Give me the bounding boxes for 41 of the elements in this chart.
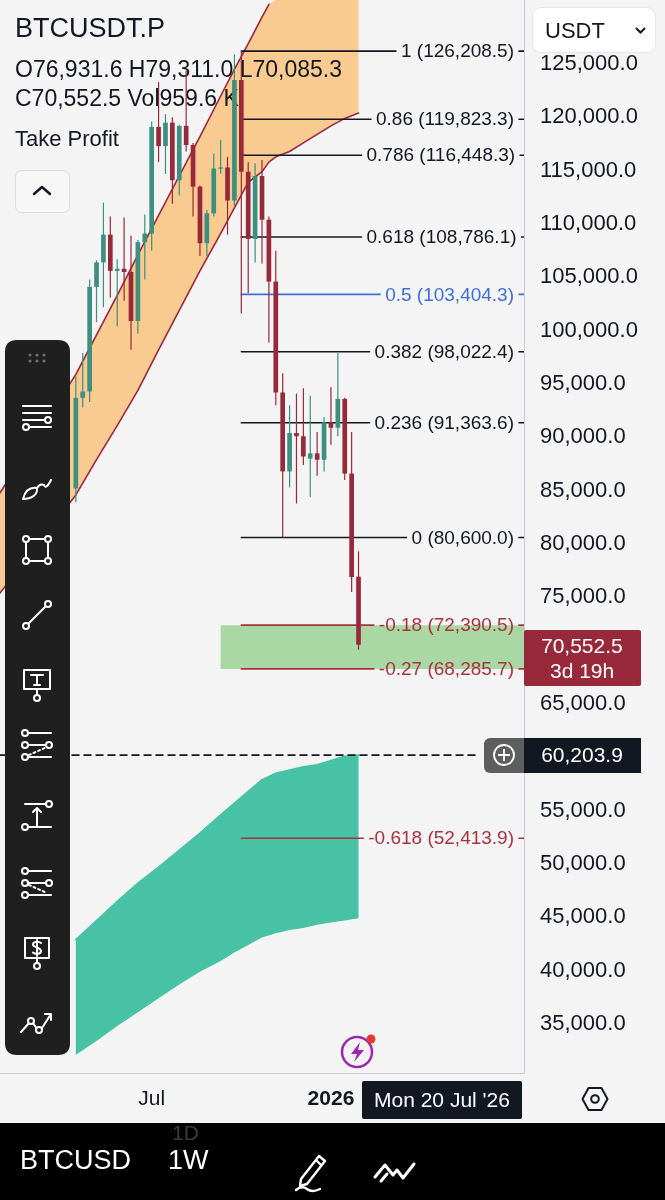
ref-line-label: 0.5 (103,404.3) — [385, 283, 514, 305]
y-tick-label: 55,000.0 — [540, 796, 626, 822]
y-tick-label: 115,000.0 — [540, 156, 637, 182]
x-tick-label: 2026 — [307, 1086, 355, 1110]
text: 70,552.5 — [541, 633, 623, 658]
y-tick-label: 40,000.0 — [540, 956, 626, 982]
ref-line-label: 0.86 (119,823.3) — [375, 108, 514, 130]
ref-line-label: 60,203.9 — [541, 742, 623, 766]
text: 1W — [168, 1145, 209, 1177]
ref-line-label: 1 (126,208.5) — [400, 40, 515, 62]
y-tick-label: 120,000.0 — [540, 103, 638, 129]
text: 3d 19h — [550, 658, 615, 683]
text: USDT — [545, 17, 605, 43]
y-tick-label: 50,000.0 — [540, 850, 626, 876]
y-tick-label: 110,000.0 — [540, 210, 637, 236]
ref-line-label: 0.382 (98,022.4) — [374, 340, 515, 362]
y-tick-label: 65,000.0 — [540, 690, 626, 716]
ref-line-label: 0.236 (91,363.6) — [374, 412, 515, 433]
y-tick-label: 100,000.0 — [540, 316, 638, 342]
y-tick-label: 125,000.0 — [540, 50, 638, 76]
text: Mon 20 Jul '26 — [374, 1088, 510, 1113]
ref-line-label: 0 (80,600.0) — [411, 526, 515, 548]
y-tick-label: 75,000.0 — [540, 583, 626, 609]
text: BTCUSDT.P — [15, 13, 166, 45]
x-tick-label: Jul — [138, 1086, 166, 1110]
ref-line-label: -0.27 (68,285.7) — [378, 658, 514, 680]
y-tick-label: 45,000.0 — [540, 903, 626, 929]
candlestick — [328, 387, 334, 445]
ref-line-label: 0.786 (116,448.3) — [366, 144, 516, 166]
y-tick-label: 90,000.0 — [540, 423, 626, 449]
text: 1D — [172, 1121, 199, 1146]
y-tick-label: 85,000.0 — [540, 476, 626, 502]
ref-line-label: -0.618 (52,413.9) — [368, 827, 514, 849]
annotation: Take Profit — [15, 126, 119, 152]
y-tick-label: 35,000.0 — [540, 1010, 626, 1035]
y-tick-label: 95,000.0 — [540, 370, 626, 396]
text: BTCUSD — [20, 1145, 132, 1177]
y-tick-label: 105,000.0 — [540, 263, 638, 289]
y-tick-label: 80,000.0 — [540, 530, 626, 556]
ref-line-label: -0.18 (72,390.5) — [378, 614, 514, 636]
ref-line-label: 0.618 (108,786.1) — [366, 226, 517, 248]
